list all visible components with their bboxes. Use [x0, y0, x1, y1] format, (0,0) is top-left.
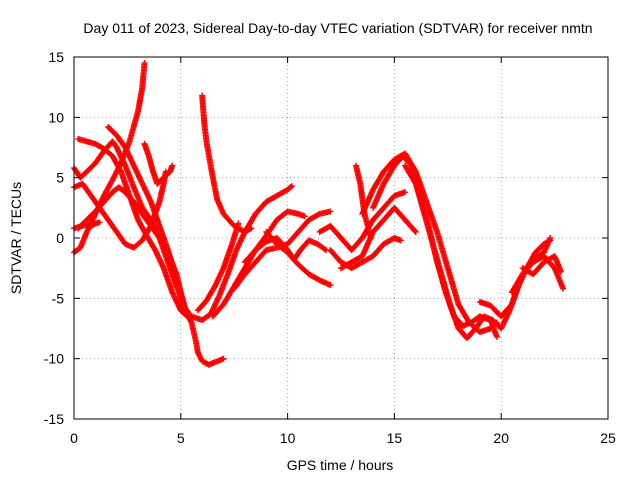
data-point: [367, 235, 374, 241]
y-tick-label: -15: [44, 411, 64, 427]
data-point: [547, 235, 554, 241]
series-arc-3: [75, 136, 191, 320]
data-point: [288, 183, 295, 190]
x-tick-label: 10: [280, 430, 296, 446]
data-point: [141, 60, 148, 67]
data-point: [412, 228, 419, 235]
chart-title: Day 011 of 2023, Sidereal Day-to-day VTE…: [83, 20, 592, 36]
x-tick-label: 15: [387, 430, 403, 446]
y-tick-label: 0: [56, 230, 64, 246]
data-point: [220, 355, 227, 362]
series-arc-16: [316, 189, 409, 254]
axis-ticks: 0 5 10 15 20 25 -15 -10 -5 0 5 10 15: [44, 49, 616, 446]
y-tick-label: -5: [52, 290, 65, 306]
data-point: [560, 285, 567, 292]
x-tick-label: 0: [70, 430, 78, 446]
data-point: [327, 282, 334, 289]
x-tick-label: 20: [493, 430, 509, 446]
data-point: [411, 227, 418, 234]
data-point: [287, 184, 294, 191]
data-point: [402, 189, 409, 196]
x-tick-label: 5: [177, 430, 185, 446]
series-arc-7: [105, 123, 227, 368]
data-point: [235, 220, 242, 227]
series-arc-11: [194, 220, 242, 314]
series-arc-17: [327, 235, 404, 272]
data-point: [96, 219, 103, 226]
series-arc-15: [263, 228, 334, 289]
x-axis-title: GPS time / hours: [287, 457, 394, 473]
data-point: [327, 208, 334, 215]
y-tick-label: 15: [48, 49, 64, 65]
data-point: [321, 246, 328, 253]
series-arc-10: [188, 183, 295, 324]
data-markers: [71, 60, 567, 368]
series-arc-25: [519, 253, 565, 278]
data-point: [397, 237, 404, 244]
data-point: [558, 268, 565, 275]
series-arc-13: [231, 208, 334, 292]
x-tick-label: 25: [600, 430, 616, 446]
y-tick-label: -10: [44, 351, 64, 367]
y-tick-label: 5: [56, 170, 64, 186]
data-point: [493, 333, 500, 340]
y-axis-title: SDTVAR / TECUs: [8, 182, 24, 294]
y-tick-label: 10: [48, 109, 64, 125]
data-point: [169, 162, 176, 169]
data-point: [301, 213, 308, 220]
series-arc-18: [338, 204, 419, 272]
series-arc-2: [71, 138, 193, 318]
data-point: [411, 179, 418, 186]
series-arc-8: [141, 140, 176, 187]
